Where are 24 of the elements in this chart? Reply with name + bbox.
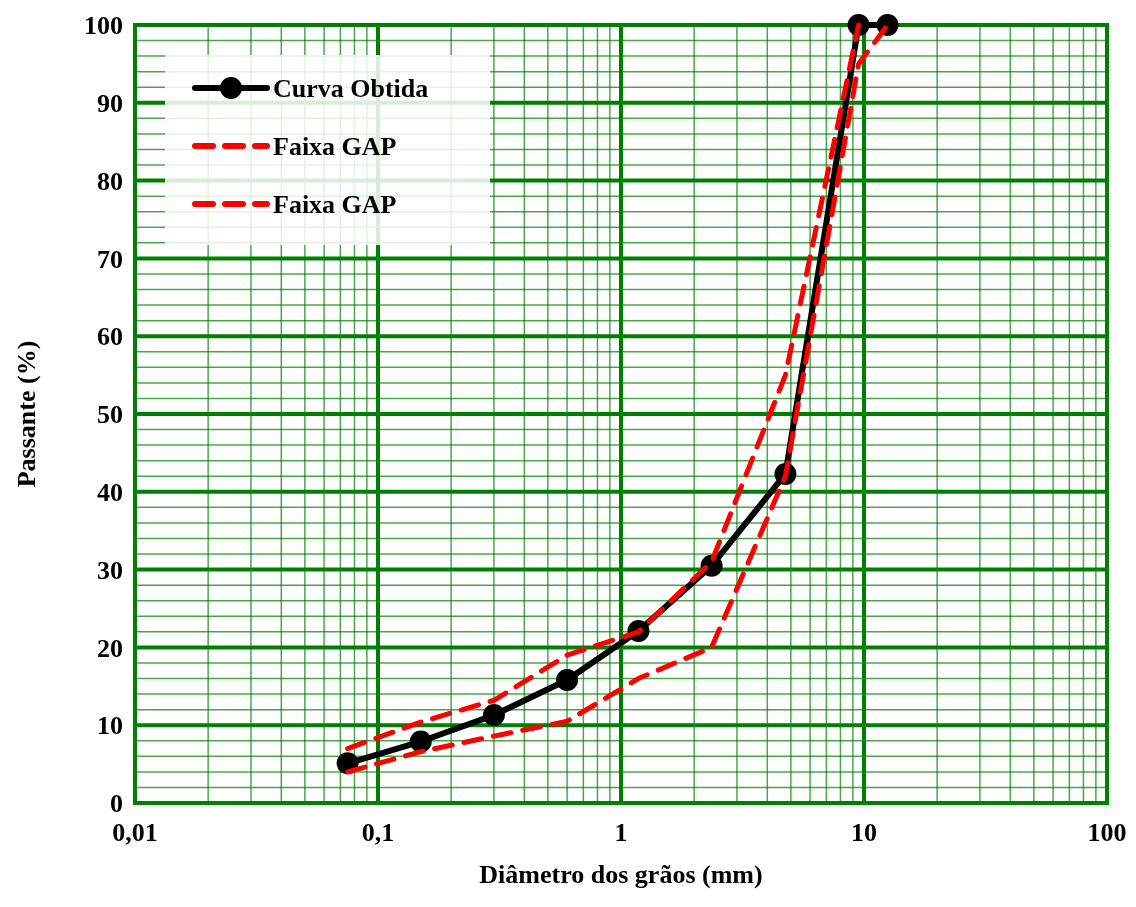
y-tick-label: 20 xyxy=(97,633,123,663)
y-tick-label: 50 xyxy=(97,400,123,430)
point xyxy=(556,669,579,692)
legend-label: Curva Obtida xyxy=(273,74,429,104)
x-tick-label: 0,01 xyxy=(112,818,158,847)
x-axis-title: Diâmetro dos grãos (mm) xyxy=(479,860,763,889)
x-tick-label: 100 xyxy=(1087,818,1127,847)
y-tick-label: 0 xyxy=(110,789,123,819)
y-tick-label: 10 xyxy=(97,711,123,741)
y-tick-label: 60 xyxy=(97,322,123,352)
y-axis-title: Passante (%) xyxy=(12,340,41,488)
legend-label: Faixa GAP xyxy=(273,190,397,220)
y-tick-label: 90 xyxy=(97,88,123,118)
point xyxy=(409,730,432,753)
y-tick-label: 80 xyxy=(97,166,123,196)
y-tick-label: 70 xyxy=(97,244,123,274)
x-tick-label: 1 xyxy=(614,818,628,847)
y-tick-label: 30 xyxy=(97,555,123,585)
x-tick-label: 0,1 xyxy=(361,818,395,847)
x-tick-label: 10 xyxy=(851,818,877,847)
y-tick-label: 40 xyxy=(97,477,123,507)
point xyxy=(482,704,505,727)
legend-label: Faixa GAP xyxy=(273,132,397,162)
y-tick-label: 100 xyxy=(84,11,123,41)
